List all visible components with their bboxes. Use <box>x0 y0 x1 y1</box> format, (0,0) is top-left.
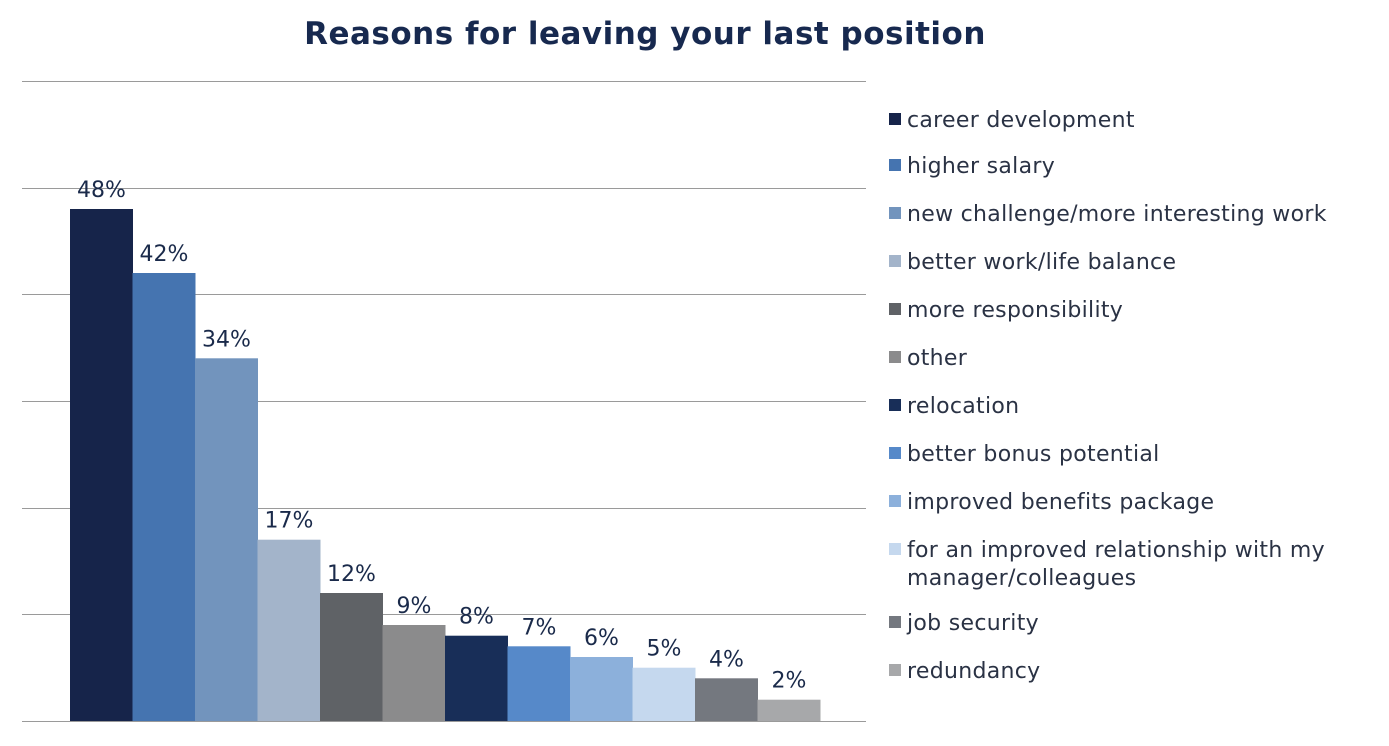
bar-value-label: 9% <box>397 594 432 619</box>
legend-item: new challenge/more interesting work <box>889 201 1327 229</box>
legend-swatch <box>889 255 901 267</box>
legend-swatch <box>889 207 901 219</box>
legend-label: higher salary <box>907 154 1056 179</box>
legend-swatch <box>889 303 901 315</box>
bar-value-label: 8% <box>459 605 494 630</box>
legend-label: improved benefits package <box>907 490 1215 515</box>
bar-labels: 48% 42% 34% 17% 12% 9% 8% 7% 6% 5% 4% 2% <box>77 178 806 694</box>
bar-1 <box>70 209 133 721</box>
legend-label: career development <box>907 108 1135 133</box>
legend-swatch <box>889 495 901 507</box>
legend-item: better bonus potential <box>889 441 1160 469</box>
bar-11 <box>695 678 758 721</box>
bar-3 <box>195 358 258 721</box>
legend-item: relocation <box>889 393 1019 421</box>
legend-label: other <box>907 346 968 371</box>
plot-area: 48% 42% 34% 17% 12% 9% 8% 7% 6% 5% 4% 2% <box>22 81 866 722</box>
chart-title: Reasons for leaving your last position <box>304 16 986 52</box>
bar-8 <box>507 646 571 721</box>
bar-value-label: 5% <box>647 637 682 662</box>
legend-swatch <box>889 351 901 363</box>
legend-item: career development <box>889 107 1135 135</box>
bar-value-label: 2% <box>772 669 807 694</box>
legend-swatch <box>889 159 901 171</box>
bar-value-label: 42% <box>140 242 189 267</box>
legend-swatch <box>889 664 901 676</box>
bar-value-label: 6% <box>584 626 619 651</box>
legend-swatch <box>889 543 901 555</box>
legend-item: for an improved relationship with my man… <box>889 537 1337 593</box>
bar-4 <box>257 539 321 721</box>
bar-value-label: 4% <box>709 647 744 672</box>
legend-label: job security <box>907 611 1039 636</box>
bar-10 <box>632 667 696 721</box>
legend-label: better work/life balance <box>907 250 1177 275</box>
bar-value-label: 17% <box>265 509 314 534</box>
legend-item: redundancy <box>889 658 1040 686</box>
bar-value-label: 12% <box>327 562 376 587</box>
legend-item: improved benefits package <box>889 489 1214 517</box>
legend-swatch <box>889 399 901 411</box>
bar-7 <box>445 635 508 721</box>
bar-value-label: 7% <box>522 615 557 640</box>
legend-label: more responsibility <box>907 298 1124 323</box>
legend-item: higher salary <box>889 153 1055 181</box>
legend-swatch <box>889 447 901 459</box>
bar-value-label: 34% <box>202 327 251 352</box>
legend-swatch <box>889 616 901 628</box>
bar-12 <box>757 699 821 721</box>
bars <box>70 209 821 721</box>
legend-item: other <box>889 345 967 373</box>
legend-swatch <box>889 113 901 125</box>
bar-value-label: 48% <box>77 178 126 203</box>
bar-2 <box>132 273 196 721</box>
legend-label: better bonus potential <box>907 442 1160 467</box>
legend-label: new challenge/more interesting work <box>907 202 1327 227</box>
bar-5 <box>320 593 383 721</box>
legend-label: for an improved relationship with my man… <box>907 538 1325 591</box>
legend-item: more responsibility <box>889 297 1123 325</box>
legend-item: better work/life balance <box>889 249 1176 277</box>
legend-label: redundancy <box>907 659 1041 684</box>
legend-item: job security <box>889 610 1039 638</box>
legend-label: relocation <box>907 394 1020 419</box>
bar-9 <box>570 657 633 721</box>
bar-6 <box>382 625 446 721</box>
